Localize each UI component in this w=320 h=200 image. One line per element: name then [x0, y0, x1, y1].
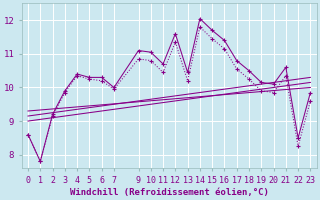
X-axis label: Windchill (Refroidissement éolien,°C): Windchill (Refroidissement éolien,°C): [70, 188, 268, 197]
